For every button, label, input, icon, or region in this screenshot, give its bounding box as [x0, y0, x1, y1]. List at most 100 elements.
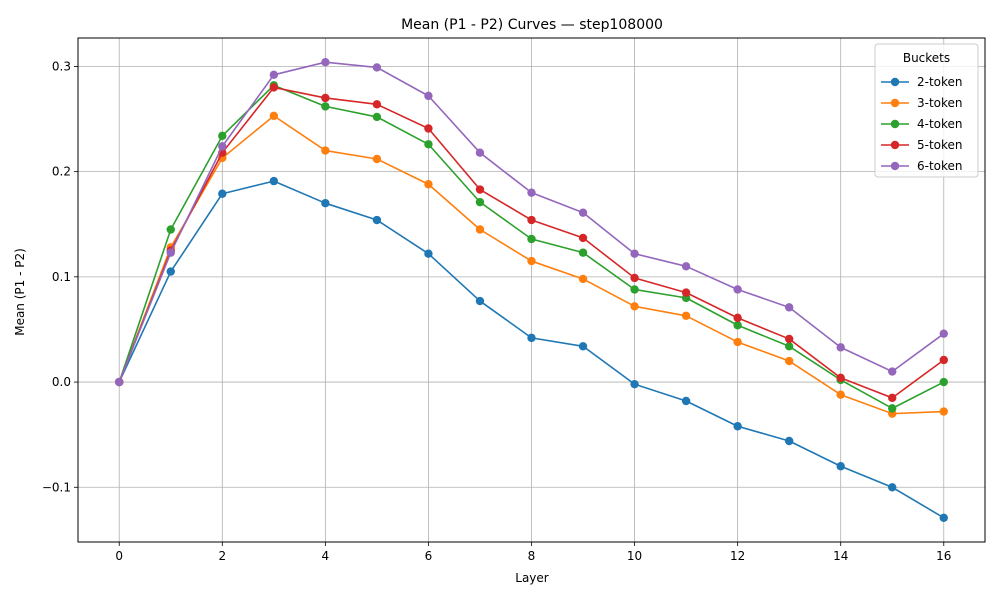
series-6-token: [115, 58, 948, 387]
series-lines: [115, 58, 948, 522]
x-tick-label: 6: [425, 549, 433, 563]
data-point-3-token: [321, 146, 330, 155]
data-point-5-token: [888, 393, 897, 403]
legend-box: [874, 43, 979, 178]
data-point-4-token: [218, 131, 227, 141]
data-point-2-token: [527, 333, 536, 343]
data-point-2-token: [733, 422, 742, 431]
x-axis-ticks: 0 2 4 6 8 10 12 14 16: [115, 542, 951, 563]
data-point-3-token: [630, 302, 639, 311]
data-point-3-token: [269, 111, 279, 121]
data-point-5-token: [733, 313, 742, 323]
x-tick-label: 2: [218, 549, 226, 563]
data-point-4-token: [424, 140, 433, 149]
y-tick-label: 0.1: [52, 270, 71, 284]
data-point-3-token: [836, 390, 845, 399]
y-axis-ticks: −0.1 0.0 0.1 0.2 0.3: [42, 59, 78, 494]
data-point-6-token: [630, 249, 639, 258]
data-point-2-token: [578, 342, 588, 351]
data-point-6-token: [321, 58, 330, 67]
data-point-2-token: [630, 379, 639, 389]
data-point-3-token: [372, 154, 382, 164]
series-2-token: [115, 176, 948, 522]
data-point-5-token: [939, 355, 948, 365]
data-point-5-token: [784, 334, 794, 344]
data-point-4-token: [166, 225, 175, 234]
y-tick-label: −0.1: [42, 480, 71, 494]
data-point-4-token: [939, 377, 948, 387]
data-point-2-token: [269, 176, 279, 186]
x-tick-label: 16: [936, 549, 951, 563]
x-tick-label: 10: [627, 549, 642, 563]
data-point-2-token: [218, 189, 227, 198]
data-point-5-token: [424, 124, 433, 133]
y-tick-label: 0.0: [52, 375, 71, 389]
data-point-6-token: [424, 91, 433, 101]
legend-marker-5-token: [890, 140, 900, 150]
data-point-3-token: [784, 356, 794, 366]
data-point-4-token: [475, 197, 485, 207]
legend: Buckets 2-token 3-token 4-token 5-token 6-to…: [874, 43, 979, 178]
data-point-2-token: [939, 513, 948, 522]
legend-label-3-token: 3-token: [917, 96, 963, 110]
data-point-6-token: [218, 142, 227, 151]
data-point-4-token: [784, 342, 794, 351]
x-tick-label: 4: [322, 549, 330, 563]
data-point-4-token: [630, 285, 639, 294]
x-tick-label: 8: [528, 549, 536, 563]
data-point-2-token: [681, 396, 691, 406]
legend-entries: 2-token 3-token 4-token 5-token 6-token: [881, 75, 963, 173]
data-point-6-token: [115, 377, 124, 387]
chart-title: Mean (P1 - P2) Curves — step108000: [401, 17, 663, 33]
data-point-3-token: [578, 274, 588, 284]
data-point-4-token: [321, 102, 330, 111]
data-point-3-token: [527, 256, 536, 266]
data-point-6-token: [475, 148, 485, 157]
data-point-6-token: [578, 208, 588, 217]
data-point-5-token: [527, 215, 536, 225]
data-point-5-token: [681, 288, 691, 297]
data-point-2-token: [372, 215, 382, 225]
data-point-4-token: [888, 404, 897, 413]
y-tick-label: 0.3: [52, 59, 71, 73]
data-point-5-token: [578, 233, 588, 243]
data-point-3-token: [939, 407, 948, 416]
data-point-6-token: [269, 70, 279, 80]
data-point-3-token: [475, 225, 485, 234]
legend-label-2-token: 2-token: [917, 75, 963, 89]
data-point-4-token: [733, 321, 742, 330]
x-tick-label: 0: [115, 549, 123, 563]
data-point-6-token: [166, 248, 175, 257]
data-point-2-token: [166, 267, 175, 276]
legend-marker-2-token: [890, 77, 900, 87]
y-axis-title: Mean (P1 - P2): [13, 248, 27, 336]
data-point-6-token: [888, 367, 897, 376]
data-point-5-token: [836, 373, 845, 383]
legend-marker-6-token: [890, 161, 900, 171]
data-point-6-token: [527, 188, 536, 197]
x-tick-label: 14: [833, 549, 848, 563]
legend-label-4-token: 4-token: [917, 117, 963, 131]
data-point-6-token: [939, 329, 948, 338]
x-axis-title: Layer: [515, 571, 549, 585]
legend-label-6-token: 6-token: [917, 159, 963, 173]
x-tick-label: 12: [730, 549, 745, 563]
data-point-3-token: [424, 180, 433, 189]
grid: [78, 38, 985, 542]
data-point-2-token: [888, 483, 897, 492]
data-point-3-token: [681, 311, 691, 320]
data-point-5-token: [372, 100, 382, 109]
legend-title: Buckets: [903, 51, 950, 65]
legend-label-5-token: 5-token: [917, 138, 963, 152]
data-point-2-token: [836, 462, 845, 471]
data-point-6-token: [733, 285, 742, 294]
data-point-6-token: [836, 343, 845, 352]
data-point-5-token: [269, 83, 279, 92]
data-point-4-token: [578, 248, 588, 257]
data-point-3-token: [733, 337, 742, 347]
data-point-4-token: [527, 234, 536, 244]
legend-marker-4-token: [890, 119, 900, 129]
data-point-5-token: [475, 185, 485, 194]
data-point-6-token: [784, 303, 794, 312]
